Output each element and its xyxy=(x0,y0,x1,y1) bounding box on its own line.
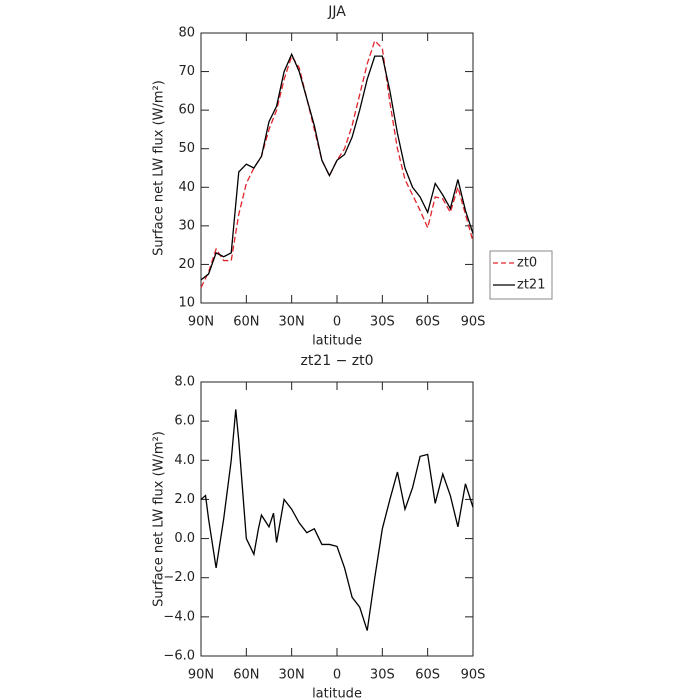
data-line xyxy=(200,409,474,631)
chart-title: JJA xyxy=(327,4,346,20)
y-axis-label: Surface net LW flux (W/m²) xyxy=(152,431,167,607)
x-tick-label: 30N xyxy=(279,668,305,683)
x-tick-label: 30N xyxy=(279,315,305,330)
y-tick-label: 50 xyxy=(178,141,195,156)
y-tick-label: 70 xyxy=(178,64,195,79)
legend-box xyxy=(489,250,553,300)
data-line xyxy=(200,39,474,288)
legend-label: zt21 xyxy=(517,278,545,293)
y-tick-label: 10 xyxy=(178,296,195,311)
y-tick-label: 40 xyxy=(178,180,195,195)
y-tick-label: 80 xyxy=(178,26,195,41)
x-tick-label: 60S xyxy=(415,315,440,330)
y-tick-label: 0.0 xyxy=(174,531,195,546)
y-tick-label: 60 xyxy=(178,103,195,118)
x-tick-label: 30S xyxy=(370,315,395,330)
y-tick-label: −2.0 xyxy=(163,570,195,585)
y-tick-label: −4.0 xyxy=(163,609,195,624)
y-tick-label: 8.0 xyxy=(174,375,195,390)
y-tick-label: 2.0 xyxy=(174,492,195,507)
data-line xyxy=(200,52,474,281)
x-tick-label: 90S xyxy=(461,668,486,683)
x-tick-label: 60S xyxy=(415,668,440,683)
y-tick-label: −6.0 xyxy=(163,649,195,664)
x-tick-label: 60N xyxy=(233,668,259,683)
y-axis-label: Surface net LW flux (W/m²) xyxy=(152,80,167,256)
x-tick-label: 90N xyxy=(188,668,214,683)
x-axis-label: latitude xyxy=(312,687,362,700)
y-tick-label: 20 xyxy=(178,257,195,272)
y-tick-label: 30 xyxy=(178,218,195,233)
x-tick-label: 30S xyxy=(370,668,395,683)
x-tick-label: 90S xyxy=(461,315,486,330)
y-tick-label: 6.0 xyxy=(174,414,195,429)
x-axis-label: latitude xyxy=(312,334,362,349)
x-tick-label: 0 xyxy=(333,315,341,330)
y-tick-label: 4.0 xyxy=(174,453,195,468)
chart-title: zt21 − zt0 xyxy=(300,353,373,369)
x-tick-label: 60N xyxy=(233,315,259,330)
x-tick-label: 90N xyxy=(188,315,214,330)
plot-frame xyxy=(200,381,474,657)
legend-label: zt0 xyxy=(517,256,537,271)
x-tick-label: 0 xyxy=(333,668,341,683)
